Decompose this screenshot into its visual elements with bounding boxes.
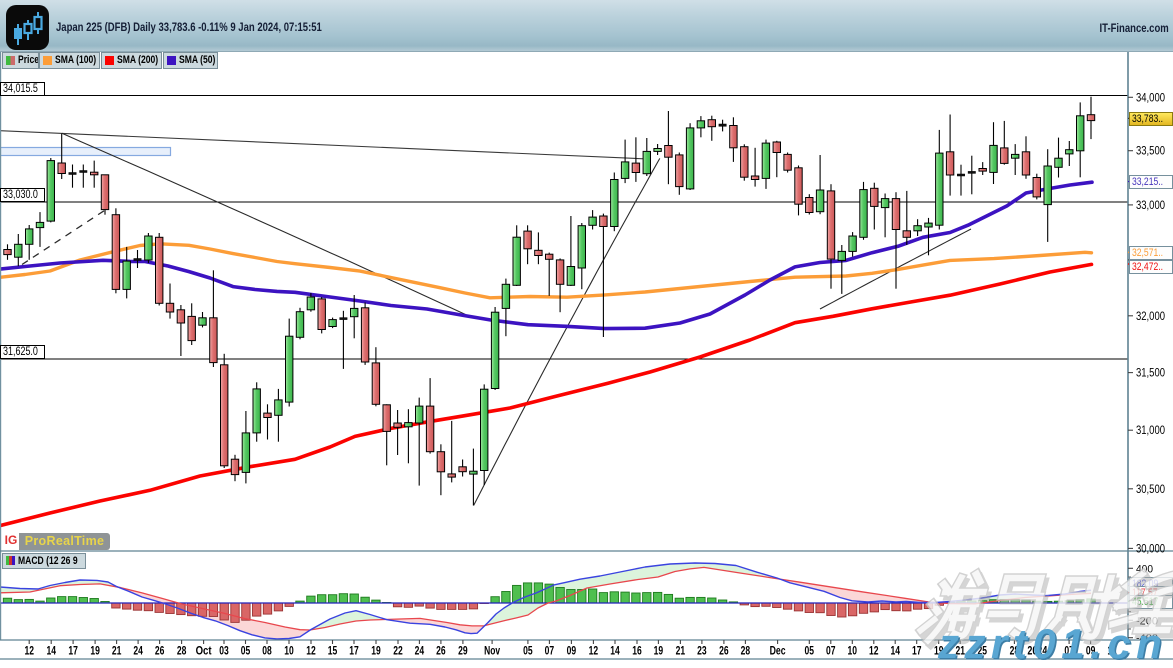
svg-text:28: 28 (741, 646, 751, 658)
svg-text:12: 12 (589, 646, 599, 658)
svg-text:25: 25 (977, 646, 987, 658)
svg-text:05: 05 (241, 646, 251, 658)
svg-text:10: 10 (848, 646, 858, 658)
svg-text:32,000: 32,000 (1136, 311, 1165, 323)
svg-text:34,000: 34,000 (1136, 92, 1165, 104)
svg-text:31,500: 31,500 (1136, 368, 1165, 380)
svg-text:19: 19 (654, 646, 664, 658)
svg-text:26: 26 (155, 646, 165, 658)
svg-text:Nov: Nov (484, 646, 500, 658)
svg-text:Oct: Oct (196, 646, 212, 658)
svg-text:31,000: 31,000 (1136, 425, 1165, 437)
svg-text:33,000: 33,000 (1136, 200, 1165, 212)
svg-text:10: 10 (284, 646, 294, 658)
svg-text:26: 26 (436, 646, 446, 658)
svg-text:15: 15 (328, 646, 338, 658)
svg-text:17: 17 (912, 646, 922, 658)
svg-text:28: 28 (177, 646, 187, 658)
svg-text:22: 22 (393, 646, 403, 658)
svg-text:26: 26 (719, 646, 729, 658)
svg-text:07: 07 (545, 646, 555, 658)
svg-text:29: 29 (458, 646, 468, 658)
svg-text:23: 23 (697, 646, 707, 658)
svg-text:19: 19 (371, 646, 381, 658)
svg-text:19: 19 (934, 646, 944, 658)
svg-text:24: 24 (415, 646, 425, 658)
svg-text:05: 05 (805, 646, 815, 658)
svg-text:21: 21 (112, 646, 122, 658)
svg-text:Dec: Dec (770, 646, 786, 658)
svg-text:05: 05 (523, 646, 533, 658)
svg-text:17: 17 (68, 646, 78, 658)
svg-text:16: 16 (632, 646, 642, 658)
svg-text:19: 19 (90, 646, 100, 658)
svg-text:21: 21 (955, 646, 965, 658)
svg-text:30,500: 30,500 (1136, 484, 1165, 496)
svg-text:17: 17 (349, 646, 359, 658)
svg-text:12: 12 (306, 646, 316, 658)
svg-text:08: 08 (262, 646, 272, 658)
svg-text:30,000: 30,000 (1136, 543, 1165, 555)
svg-text:09: 09 (567, 646, 577, 658)
svg-text:2024: 2024 (1027, 646, 1047, 658)
svg-text:07: 07 (1064, 646, 1074, 658)
svg-text:14: 14 (610, 646, 620, 658)
svg-text:12: 12 (24, 646, 34, 658)
svg-text:11: 11 (1107, 646, 1117, 658)
svg-text:21: 21 (676, 646, 686, 658)
svg-text:28: 28 (1010, 646, 1020, 658)
svg-text:03: 03 (219, 646, 229, 658)
svg-text:24: 24 (133, 646, 143, 658)
svg-text:14: 14 (890, 646, 900, 658)
svg-text:14: 14 (46, 646, 56, 658)
svg-text:33,500: 33,500 (1136, 146, 1165, 158)
svg-text:12: 12 (869, 646, 879, 658)
svg-text:07: 07 (826, 646, 836, 658)
svg-text:09: 09 (1086, 646, 1096, 658)
